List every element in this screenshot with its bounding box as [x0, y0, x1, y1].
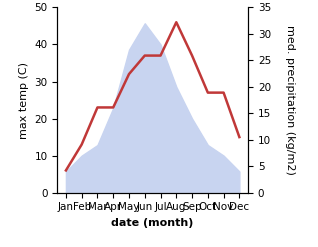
X-axis label: date (month): date (month) — [111, 218, 194, 228]
Y-axis label: max temp (C): max temp (C) — [19, 62, 29, 139]
Y-axis label: med. precipitation (kg/m2): med. precipitation (kg/m2) — [285, 25, 295, 175]
